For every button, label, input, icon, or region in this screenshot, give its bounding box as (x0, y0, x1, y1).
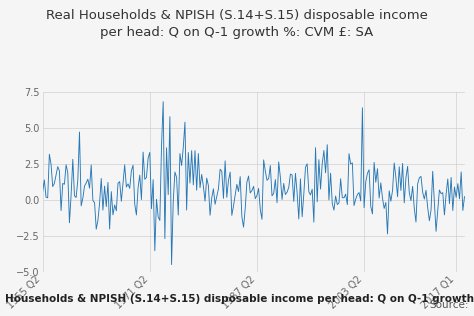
Text: Households & NPISH (S.14+S.15) disposable income per head: Q on Q-1 growth %: CV: Households & NPISH (S.14+S.15) disposabl… (5, 294, 474, 304)
Text: Source:: Source: (430, 300, 469, 310)
Text: Real Households & NPISH (S.14+S.15) disposable income
per head: Q on Q-1 growth : Real Households & NPISH (S.14+S.15) disp… (46, 9, 428, 40)
